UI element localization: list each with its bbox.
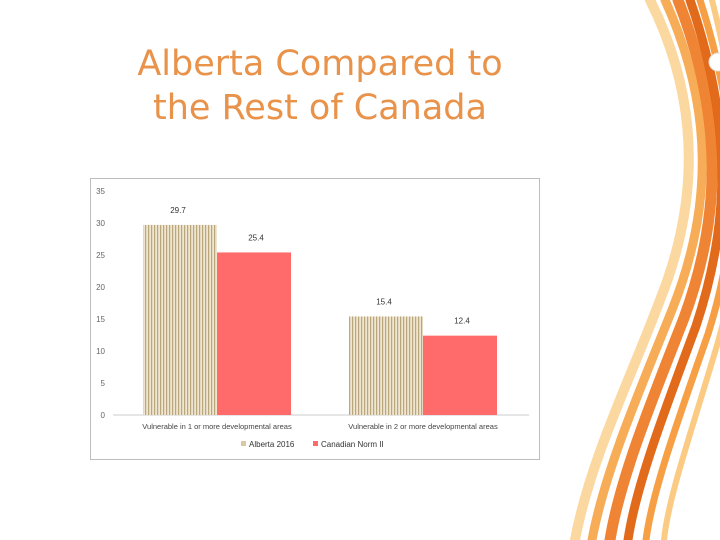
ribbon-stripe-4 xyxy=(623,0,720,540)
y-tick-label: 35 xyxy=(96,187,105,196)
slide-title-line-1: Alberta Compared to xyxy=(137,44,503,84)
y-tick-label: 0 xyxy=(101,411,106,420)
decor-circle xyxy=(708,52,720,72)
ribbon-stripe-1 xyxy=(570,0,694,540)
chart-frame: 0 5 10 15 20 25 30 35 29.7 15.4 25.4 12.4 Vulnerab… xyxy=(90,178,540,460)
data-label: 12.4 xyxy=(454,317,470,326)
bar-canada-2 xyxy=(423,335,497,415)
y-tick-label: 5 xyxy=(101,379,106,388)
y-tick-label: 25 xyxy=(96,251,105,260)
y-tick-label: 20 xyxy=(96,283,105,292)
data-label: 15.4 xyxy=(376,297,392,306)
y-tick-label: 30 xyxy=(96,219,105,228)
ribbon-stripe-5 xyxy=(642,0,720,540)
ribbon-stripe-6 xyxy=(661,0,720,540)
x-axis: Vulnerable in 1 or more developmental ar… xyxy=(142,422,498,431)
y-tick-label: 10 xyxy=(96,347,105,356)
slide-title: Alberta Compared to the Rest of Canada xyxy=(100,42,540,130)
ribbon-stripe-2 xyxy=(587,0,707,540)
data-label: 25.4 xyxy=(248,233,264,242)
bars: 29.7 15.4 25.4 12.4 xyxy=(143,206,497,415)
legend-swatch-2 xyxy=(313,441,318,446)
bar-chart: 0 5 10 15 20 25 30 35 29.7 15.4 25.4 12.4 Vulnerab… xyxy=(96,187,529,449)
legend-label-1: Alberta 2016 xyxy=(249,440,295,449)
y-axis: 0 5 10 15 20 25 30 35 xyxy=(96,187,105,420)
legend-label-2: Canadian Norm II xyxy=(321,440,384,449)
data-label: 29.7 xyxy=(170,206,186,215)
x-tick-label: Vulnerable in 2 or more developmental ar… xyxy=(348,422,498,431)
bar-alberta-1 xyxy=(143,224,217,415)
bar-alberta-2 xyxy=(349,316,423,415)
y-tick-label: 15 xyxy=(96,315,105,324)
x-tick-label: Vulnerable in 1 or more developmental ar… xyxy=(142,422,292,431)
slide-title-line-2: the Rest of Canada xyxy=(153,88,487,128)
bar-canada-1 xyxy=(217,252,291,415)
legend-swatch-1 xyxy=(241,441,246,446)
ribbon-stripe-3 xyxy=(604,0,718,540)
legend: Alberta 2016 Canadian Norm II xyxy=(241,440,384,449)
